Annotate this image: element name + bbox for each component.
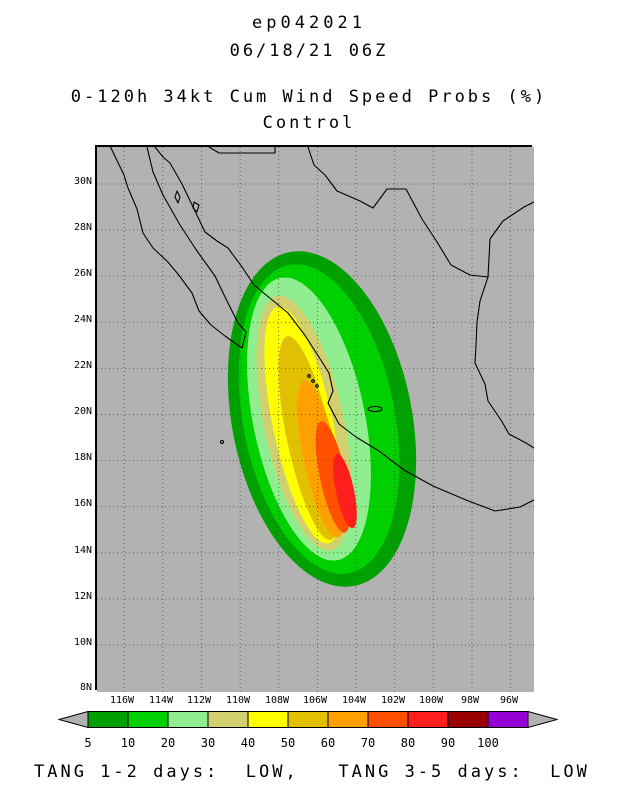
product-title: 0-120h 34kt Cum Wind Speed Probs (%) [70,87,548,107]
lon-label: 114W [148,695,174,706]
colorbar-tick-label: 50 [281,736,295,750]
gulf-of-mexico-coastline [474,276,534,449]
lat-label: 24N [73,314,92,325]
colorbar-tick-label: 20 [161,736,175,750]
lat-label: 16N [73,498,92,509]
lake-chapala [367,405,383,413]
lon-label: 104W [341,695,367,706]
contour-80pct [333,453,357,529]
colorbar-left-arrow [58,711,89,729]
colorbar-tick-label: 60 [321,736,335,750]
probability-map [97,147,534,692]
colorbar-right-arrow [527,711,558,729]
islas-marias [307,374,311,378]
baja-california-coastline [109,147,247,349]
colorbar-segment [287,711,329,728]
colorbar-tick-label: 5 [84,736,91,750]
lon-label: 106W [302,695,328,706]
lon-label: 110W [225,695,251,706]
chart-header: ep042021 06/18/21 06Z 0-120h 34kt Cum Wi… [0,12,618,134]
colorbar-segment [407,711,449,728]
lat-label: 14N [73,545,92,556]
colorbar-segment [447,711,489,728]
model-label: Control [262,113,356,133]
colorbar-tick-label: 80 [401,736,415,750]
colorbar-tick-label: 30 [201,736,215,750]
colorbar-segment [327,711,369,728]
islas-marias [315,384,319,388]
probability-contours [227,251,417,587]
lat-label: 18N [73,452,92,463]
colorbar-tick-label: 40 [241,736,255,750]
lon-label: 96W [499,695,519,706]
lon-label: 102W [380,695,406,706]
rio-grande-river [307,147,489,278]
lon-label: 112W [186,695,212,706]
colorbar-segment [247,711,289,728]
islas-marias [311,379,315,383]
init-datetime: 06/18/21 06Z [229,41,389,61]
colorbar-segment [487,711,529,728]
lat-label: 26N [73,268,92,279]
lat-label: 30N [73,176,92,187]
map-frame [95,145,534,692]
colorbar-segment [87,711,129,728]
lon-label: 98W [460,695,480,706]
tang-summary-text: TANG 1-2 days: LOW, TANG 3-5 days: LOW [34,762,590,782]
lat-label: 20N [73,406,92,417]
gridlines [97,147,534,692]
lat-label: 28N [73,222,92,233]
colorbar-segment [207,711,249,728]
mainland-pacific-coastline [154,147,534,512]
isla-angel-de-la-guarda [174,190,181,204]
colorbar-segment [167,711,209,728]
us-mexico-border [208,147,276,154]
isla-socorro [219,439,225,445]
lat-label: 8N [79,682,92,693]
colorbar-segment [367,711,409,728]
colorbar-tick-label: 10 [121,736,135,750]
coastlines [109,147,534,512]
storm-id: ep042021 [252,13,366,33]
lat-label: 12N [73,591,92,602]
isla-tiburon [192,201,200,213]
lon-label: 108W [264,695,290,706]
lat-label: 22N [73,360,92,371]
colorbar-tick-label: 90 [441,736,455,750]
texas-gulf-coastline [487,201,534,278]
colorbar-segment [127,711,169,728]
colorbar-tick-label: 100 [477,736,499,750]
colorbar-tick-label: 70 [361,736,375,750]
colorbar: 5 10 20 30 40 50 60 70 80 90 100 [58,711,558,750]
lon-label: 116W [109,695,135,706]
lat-label: 10N [73,637,92,648]
lon-label: 100W [418,695,444,706]
